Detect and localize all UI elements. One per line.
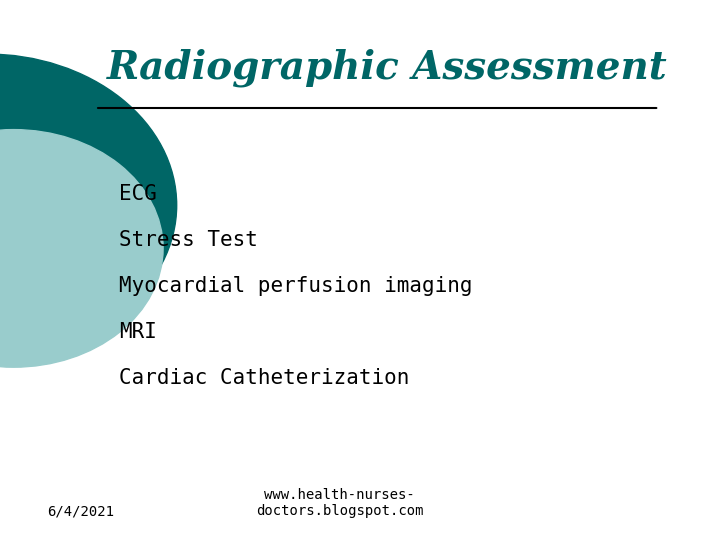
Text: 6/4/2021: 6/4/2021 (48, 504, 114, 518)
Text: Myocardial perfusion imaging: Myocardial perfusion imaging (119, 276, 472, 296)
Text: Radiographic Assessment: Radiographic Assessment (107, 48, 667, 87)
Text: Stress Test: Stress Test (119, 230, 258, 251)
Text: Cardiac Catheterization: Cardiac Catheterization (119, 368, 409, 388)
Text: ECG: ECG (119, 184, 157, 205)
Text: MRI: MRI (119, 322, 157, 342)
Circle shape (0, 54, 176, 356)
Text: www.health-nurses-
doctors.blogspot.com: www.health-nurses- doctors.blogspot.com (256, 488, 423, 518)
Circle shape (0, 130, 163, 367)
